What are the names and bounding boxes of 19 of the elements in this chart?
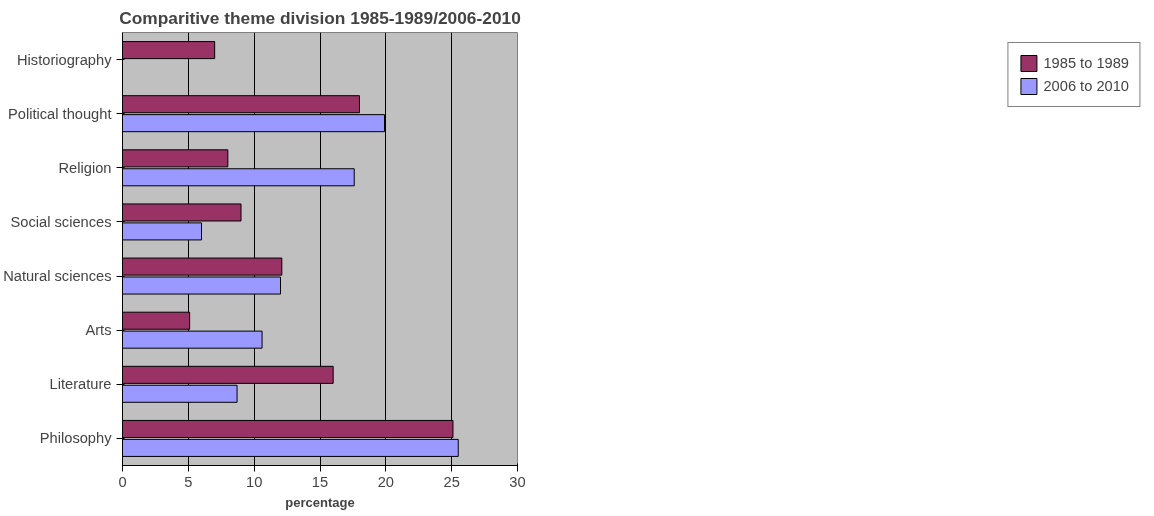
y-tick-label: Arts — [85, 322, 112, 339]
x-tick-label: 25 — [443, 473, 460, 490]
y-tick-label: Political thought — [8, 105, 112, 122]
y-tick-label: Philosophy — [39, 430, 113, 447]
y-tick-label: Religion — [58, 159, 112, 176]
x-tick-label: 20 — [377, 473, 394, 490]
x-tick-label: 15 — [311, 473, 329, 490]
x-tick-label: 5 — [184, 473, 193, 490]
y-tick-label: Historiography — [17, 51, 113, 68]
x-tick-label: 10 — [246, 473, 263, 490]
x-axis-title: percentage — [285, 494, 355, 510]
y-tick-label: Literature — [49, 376, 112, 393]
y-tick-label: Social sciences — [10, 213, 112, 230]
x-tick-label: 0 — [118, 473, 127, 490]
y-tick-label: Natural sciences — [3, 268, 112, 285]
x-tick-label: 30 — [509, 473, 526, 490]
legend-label: 1985 to 1989 — [1043, 55, 1129, 71]
chart-title: Comparitive theme division 1985-1989/2006-2010 — [119, 7, 521, 28]
legend-label: 2006 to 2010 — [1043, 78, 1129, 94]
